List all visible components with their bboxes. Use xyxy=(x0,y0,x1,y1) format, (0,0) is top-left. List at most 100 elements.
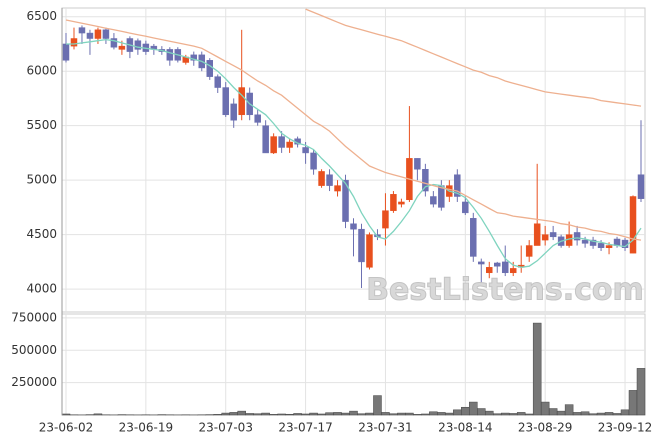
volume-bar xyxy=(493,413,502,416)
y-tick-label: 4500 xyxy=(26,227,57,241)
candle-body xyxy=(118,45,126,50)
y-tick-label: 750000 xyxy=(11,310,57,324)
volume-bar xyxy=(405,412,414,416)
watermark: BestListens.com xyxy=(366,273,644,308)
volume-bar xyxy=(421,413,430,416)
volume-bar xyxy=(485,410,494,416)
volume-bar xyxy=(540,401,550,416)
candle-body xyxy=(462,201,469,214)
candle-body xyxy=(525,245,533,257)
volume-bar xyxy=(397,412,406,416)
candle-body xyxy=(597,243,605,248)
volume-bar xyxy=(572,412,582,416)
candle-body xyxy=(86,32,94,39)
volume-bar xyxy=(596,412,606,416)
volume-bar xyxy=(261,412,270,416)
volume-bar xyxy=(389,413,398,416)
candle-body xyxy=(358,228,365,263)
volume-bar xyxy=(620,409,630,416)
candle-body xyxy=(254,114,261,123)
volume-bar xyxy=(301,413,310,416)
candle-body xyxy=(509,268,517,274)
candle-body xyxy=(613,238,621,246)
x-tick-label: 23-07-03 xyxy=(198,421,252,435)
volume-bar xyxy=(604,412,614,416)
volume-bar xyxy=(213,414,222,416)
y-tick-label: 500000 xyxy=(11,343,57,357)
candle-body xyxy=(302,147,309,154)
volume-bar xyxy=(293,413,302,416)
candle-body xyxy=(62,43,70,61)
candle-body xyxy=(430,196,437,205)
volume-bar xyxy=(437,412,446,416)
candle-body xyxy=(70,38,78,47)
candle-body xyxy=(110,38,118,48)
volume-bar xyxy=(309,412,318,416)
candle-body xyxy=(605,245,613,248)
volume-bar xyxy=(365,412,374,416)
volume-bar xyxy=(221,412,230,416)
volume-bar xyxy=(628,390,638,416)
volume-bar xyxy=(341,412,350,416)
candle-body xyxy=(102,29,110,39)
candle-body xyxy=(454,174,461,197)
candle-body xyxy=(541,234,549,241)
plot-area xyxy=(61,313,646,416)
y-tick-label: 5000 xyxy=(26,173,57,187)
volume-bar xyxy=(636,368,646,416)
volume-bar xyxy=(317,413,326,416)
volume-bar xyxy=(564,404,574,416)
volume-bar xyxy=(333,412,342,416)
candle-body xyxy=(230,103,237,121)
volume-bar xyxy=(357,413,366,416)
candle-body xyxy=(470,218,477,257)
x-tick-label: 23-08-14 xyxy=(438,421,492,435)
volume-bar xyxy=(61,413,71,416)
candle-body xyxy=(549,232,557,238)
candle-body xyxy=(390,194,397,211)
y-tick-label: 6000 xyxy=(26,64,57,78)
candle-body xyxy=(414,158,421,170)
candle-body xyxy=(398,201,405,205)
volume-bar xyxy=(413,414,422,416)
volume-bar xyxy=(381,412,390,416)
x-tick-label: 23-08-29 xyxy=(518,421,572,435)
candle-body xyxy=(310,152,317,170)
candle-body xyxy=(494,262,501,267)
candle-body xyxy=(486,267,493,274)
moving-average-line xyxy=(305,8,642,107)
volume-bar xyxy=(588,413,598,416)
x-tick-label: 23-06-19 xyxy=(119,421,173,435)
candle-body xyxy=(270,136,277,154)
y-tick-label: 250000 xyxy=(11,375,57,389)
candle-body xyxy=(581,239,589,244)
volume-bar xyxy=(532,322,542,416)
volume-bar xyxy=(285,413,294,416)
candle-body xyxy=(342,179,349,222)
candle-body xyxy=(382,210,389,229)
volume-bar xyxy=(429,411,438,416)
candle-body xyxy=(422,169,429,192)
volume-bar xyxy=(237,410,246,416)
candle-body xyxy=(501,261,509,274)
candle-body xyxy=(134,40,142,50)
candle-body xyxy=(206,60,213,77)
candle-body xyxy=(190,54,198,61)
volume-bar xyxy=(269,414,278,416)
candle-body xyxy=(78,27,86,34)
x-tick-label: 23-07-31 xyxy=(358,421,412,435)
candle-body xyxy=(262,125,269,154)
volume-bar xyxy=(453,409,462,416)
volume-bar xyxy=(245,413,254,416)
candle-body xyxy=(318,171,325,186)
volume-bar xyxy=(516,412,526,416)
volume-bar xyxy=(477,408,486,416)
volume-bar xyxy=(508,413,518,416)
candle-body xyxy=(589,239,597,246)
moving-average-line xyxy=(66,38,642,268)
candle-body xyxy=(286,141,293,148)
moving-average-line xyxy=(65,19,642,241)
volume-bar xyxy=(500,412,510,416)
y-tick-label: 4000 xyxy=(26,282,57,296)
y-tick-label: 5500 xyxy=(26,118,57,132)
